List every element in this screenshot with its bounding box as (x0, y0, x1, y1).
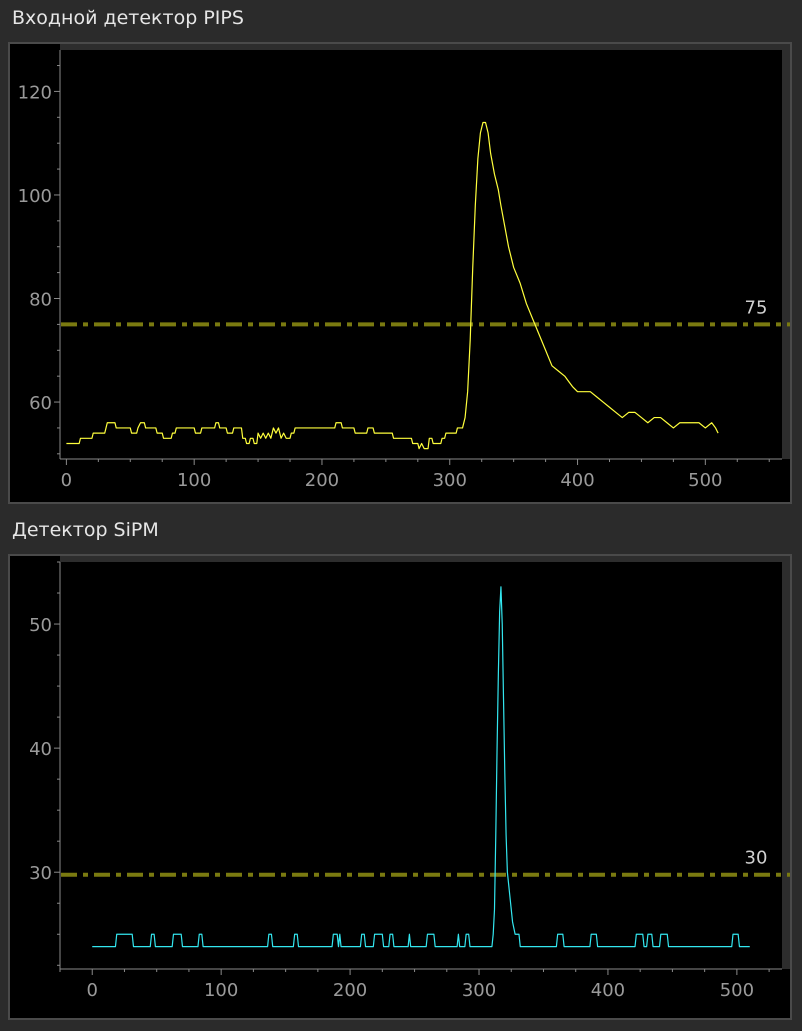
pips-plot-area (60, 50, 782, 459)
sipm-x-tick-label: 100 (204, 980, 238, 1001)
pips-axis-area-bottom (10, 459, 790, 502)
pips-y-tick-label: 100 (18, 186, 52, 207)
pips-x-tick-label: 200 (305, 470, 339, 491)
sipm-axis-area-left (10, 556, 60, 1009)
sipm-x-tick-label: 300 (462, 980, 496, 1001)
sipm-y-tick-label: 30 (29, 863, 52, 884)
sipm-axis-area-bottom (10, 969, 790, 1018)
sipm-series-line (92, 586, 750, 948)
pips-y-tick-label: 60 (29, 393, 52, 414)
sipm-chart-title: Детектор SiPM (12, 519, 159, 541)
sipm-x-tick-label: 0 (87, 980, 98, 1001)
pips-x-tick-label: 500 (688, 470, 722, 491)
pips-x-tick-label: 0 (61, 470, 72, 491)
pips-series-line (66, 121, 719, 450)
pips-chart: 60 80 100 120 0 100 200 300 400 500 75 (10, 44, 790, 502)
pips-chart-title: Входной детектор PIPS (12, 7, 244, 29)
pips-x-tick-label: 300 (433, 470, 467, 491)
pips-threshold-label: 75 (745, 297, 768, 318)
pips-x-tick-label: 400 (560, 470, 594, 491)
pips-x-tick-label: 100 (177, 470, 211, 491)
sipm-x-tick-label: 400 (591, 980, 625, 1001)
pips-y-tick-label: 80 (29, 290, 52, 311)
sipm-chart-panel: 30 40 50 0 100 200 300 400 500 30 (8, 554, 792, 1020)
pips-y-tick-label: 120 (18, 82, 52, 103)
sipm-y-tick-label: 40 (29, 739, 52, 760)
pips-axis-area-left (10, 44, 60, 499)
sipm-x-tick-label: 200 (333, 980, 367, 1001)
sipm-plot-area (60, 562, 782, 969)
sipm-threshold-label: 30 (745, 848, 768, 869)
pips-chart-panel: 60 80 100 120 0 100 200 300 400 500 75 (8, 42, 792, 504)
sipm-y-tick-label: 50 (29, 615, 52, 636)
sipm-x-tick-label: 500 (720, 980, 754, 1001)
